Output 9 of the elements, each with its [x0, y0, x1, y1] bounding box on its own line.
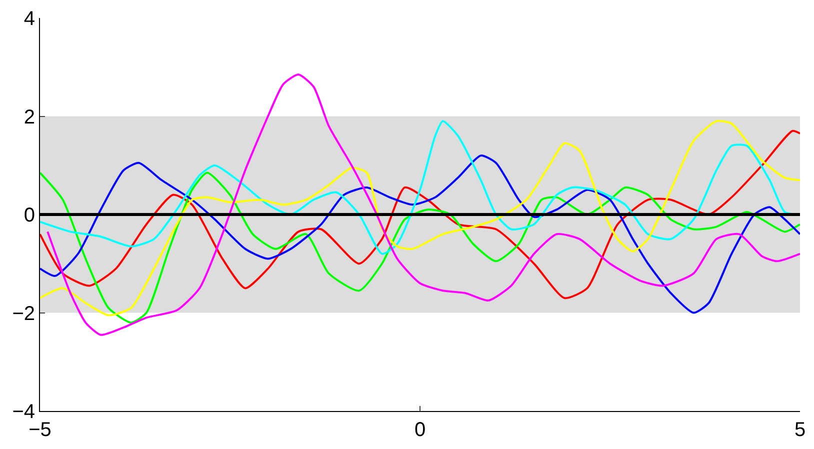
y-tick-label: 0: [24, 204, 35, 226]
x-tick-label: 0: [414, 419, 426, 441]
y-tick-label: 4: [24, 8, 35, 30]
line-series: [46, 73, 800, 336]
line-series: [40, 172, 800, 324]
y-tick-label: 2: [24, 106, 35, 128]
y-tick-label: −2: [12, 302, 35, 325]
line-series: [40, 154, 800, 314]
x-tick-label: 5: [794, 419, 806, 441]
